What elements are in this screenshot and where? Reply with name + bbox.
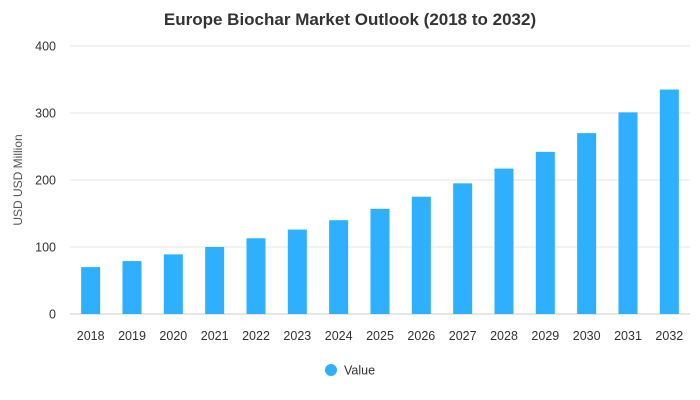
x-tick-label: 2023: [283, 329, 311, 343]
x-tick-label: 2031: [614, 329, 642, 343]
bar-2022[interactable]: [246, 238, 266, 314]
x-tick-label: 2028: [490, 329, 518, 343]
bar-2020[interactable]: [163, 254, 183, 314]
bar-2021[interactable]: [205, 247, 225, 314]
y-tick-label: 0: [49, 308, 56, 322]
y-tick-label: 400: [35, 40, 56, 54]
bars: [81, 89, 679, 314]
x-tick-label: 2018: [77, 329, 105, 343]
bar-2023[interactable]: [287, 229, 307, 314]
legend[interactable]: Value: [325, 364, 375, 378]
x-tick-label: 2030: [573, 329, 601, 343]
x-tick-label: 2022: [242, 329, 270, 343]
bar-2025[interactable]: [370, 208, 390, 314]
y-tick-label: 200: [35, 174, 56, 188]
bar-2029[interactable]: [535, 151, 555, 314]
y-tick-label: 300: [35, 107, 56, 121]
x-tick-label: 2024: [325, 329, 353, 343]
y-axis-ticks: 0 100 200 300 400: [35, 40, 56, 322]
x-tick-label: 2026: [407, 329, 435, 343]
x-tick-label: 2021: [201, 329, 229, 343]
x-tick-label: 2025: [366, 329, 394, 343]
x-axis-ticks: 2018 2019 2020 2021 2022 2023 2024 2025 2026 2027…: [77, 329, 684, 343]
bar-2032[interactable]: [659, 89, 679, 314]
x-tick-label: 2027: [449, 329, 477, 343]
bar-2024[interactable]: [329, 220, 349, 314]
bar-2027[interactable]: [453, 183, 473, 314]
y-axis-label: USD USD Million: [11, 134, 25, 225]
y-tick-label: 100: [35, 241, 56, 255]
bar-2028[interactable]: [494, 168, 514, 314]
bar-2018[interactable]: [81, 267, 101, 314]
legend-label[interactable]: Value: [344, 364, 375, 378]
bar-2019[interactable]: [122, 261, 142, 314]
bar-2026[interactable]: [411, 196, 431, 314]
x-tick-label: 2029: [531, 329, 559, 343]
legend-marker[interactable]: [325, 364, 337, 376]
x-tick-label: 2032: [655, 329, 683, 343]
x-tick-label: 2020: [159, 329, 187, 343]
bar-2031[interactable]: [618, 112, 638, 314]
bar-2030[interactable]: [577, 133, 597, 314]
x-tick-label: 2019: [118, 329, 146, 343]
chart-title: Europe Biochar Market Outlook (2018 to 2…: [164, 10, 536, 29]
